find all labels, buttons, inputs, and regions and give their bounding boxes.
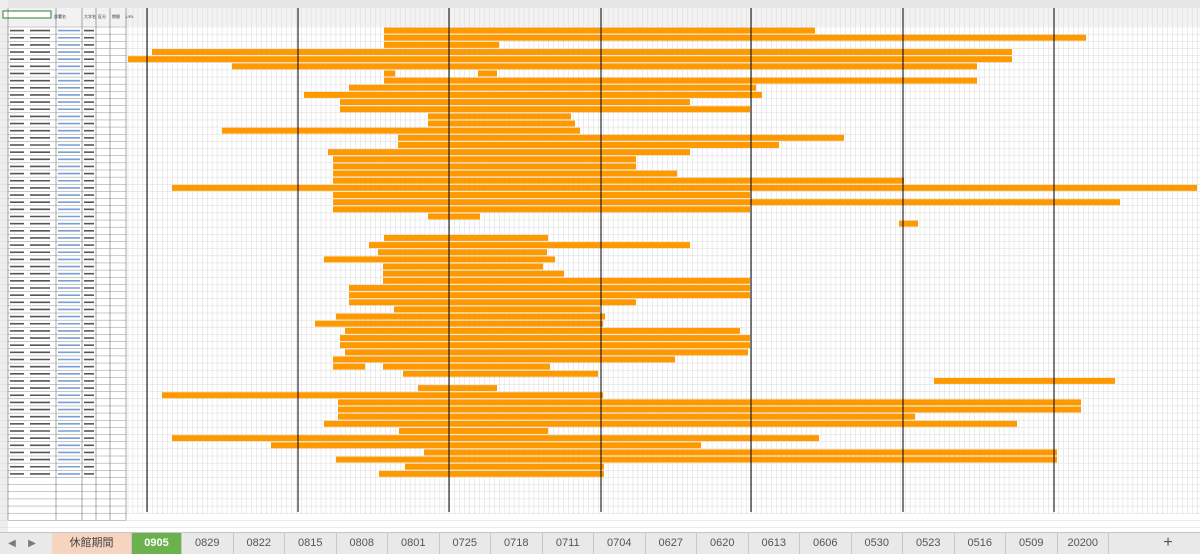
add-sheet-button[interactable]: + [1163,534,1173,551]
sheet-tab[interactable]: 0822 [234,533,285,554]
sheet-tab[interactable]: 休館期間 [52,533,132,554]
closure-bar [383,363,550,370]
closure-bar [349,285,750,291]
sheet-tab[interactable]: 0711 [543,533,594,554]
closure-bar [478,70,497,77]
closure-bar [398,142,779,148]
closure-bar [405,463,604,470]
closure-bar [333,163,636,170]
closure-bar [403,370,598,377]
closure-bar [340,342,750,349]
closure-bar [934,377,1115,384]
spreadsheet-grid[interactable]: 部署名 大学名 区分 期間 URL [0,0,1200,532]
tab-scroll-right-icon[interactable]: ▶ [28,538,36,549]
closure-bar [428,113,571,120]
closure-bar [379,470,604,477]
sheet-tab[interactable]: 0530 [852,533,903,554]
closure-bar [345,327,740,334]
closure-bar [333,199,1120,206]
sheet-tab[interactable]: 0718 [491,533,543,554]
closure-bar [333,363,365,370]
sheet-tab[interactable]: 0829 [182,533,234,554]
sheet-tab[interactable]: 0620 [697,533,749,554]
closure-bar [398,134,844,141]
closure-bar [384,27,815,34]
closure-bar [349,84,756,91]
closure-bar [399,428,548,434]
closure-bar [232,63,977,70]
closure-bar [333,177,904,184]
header-label: 大学名 [84,13,96,19]
closure-bar [338,399,1081,406]
sheet-tab[interactable]: 0704 [594,533,646,554]
closure-bar [333,170,677,177]
closure-bar [162,392,603,399]
closure-bar [333,206,750,213]
sheet-tab[interactable]: 0509 [1006,533,1058,554]
closure-bar [369,242,690,249]
closure-bar [315,320,603,327]
sheet-tab[interactable]: 0815 [285,533,337,554]
sheet-tab[interactable]: 0613 [749,533,800,554]
closure-bar [338,413,915,420]
closure-bar [340,99,690,106]
closure-bar [384,70,395,77]
closure-bar [384,34,1086,41]
tab-scroll-left-icon[interactable]: ◀ [8,538,16,549]
sheet-tab-bar: ◀ ▶ 休館期間 0905 0829 0822 0815 0808 0801 0725 0718… [0,532,1200,554]
closure-bar [333,356,675,363]
closure-bar [378,249,547,256]
closure-bar [899,220,918,227]
closure-bar [384,41,499,48]
closure-bar [383,270,564,277]
closure-bar [336,313,605,320]
sheet-tab[interactable]: 0627 [646,533,697,554]
closure-bar [428,213,480,220]
closure-bar [333,156,636,163]
closure-bar [271,442,701,449]
closure-bar [324,256,555,263]
sheet-tab[interactable]: 20200 [1058,533,1109,554]
closure-bar [338,406,1081,413]
closure-bar [424,449,1057,456]
closure-bar [304,91,762,98]
closure-bar [383,277,750,284]
closure-bar [383,263,543,270]
closure-bar [152,49,1012,55]
closure-bar [172,435,819,442]
row-header-strip [0,0,8,532]
closure-bar [384,77,977,84]
closure-bar [172,184,1197,191]
closure-bar [128,56,1012,63]
name-box [2,10,52,19]
sheet-tab[interactable]: 0808 [337,533,388,554]
column-letters-row [0,0,1200,8]
sheet-tab[interactable]: 0606 [800,533,852,554]
header-label: 期間 [112,13,120,19]
sheet-tab[interactable]: 0801 [388,533,440,554]
closure-bar [336,456,1057,463]
closure-bar [394,306,600,313]
sheet-tab[interactable]: 0905 [132,533,182,554]
closure-bar [345,349,748,356]
closure-bar [384,234,548,241]
closure-bar [333,192,750,198]
header-label: URL [126,14,135,19]
closure-bar [349,292,750,299]
sheet-tab[interactable]: 0516 [955,533,1006,554]
sheet-tab[interactable]: 0523 [903,533,955,554]
closure-bar [328,149,690,156]
closure-bar [222,127,580,134]
closure-bar [418,385,497,392]
sheet-tab[interactable]: 0725 [440,533,491,554]
schedule-grid: 部署名 大学名 区分 期間 URL [0,0,1200,532]
header-label: 部署名 [54,13,66,19]
closure-bar [340,106,750,113]
closure-bar [428,120,575,127]
header-label: 区分 [98,13,106,19]
closure-bar [340,335,750,341]
closure-bar [324,420,1017,427]
closure-bar [349,299,636,306]
